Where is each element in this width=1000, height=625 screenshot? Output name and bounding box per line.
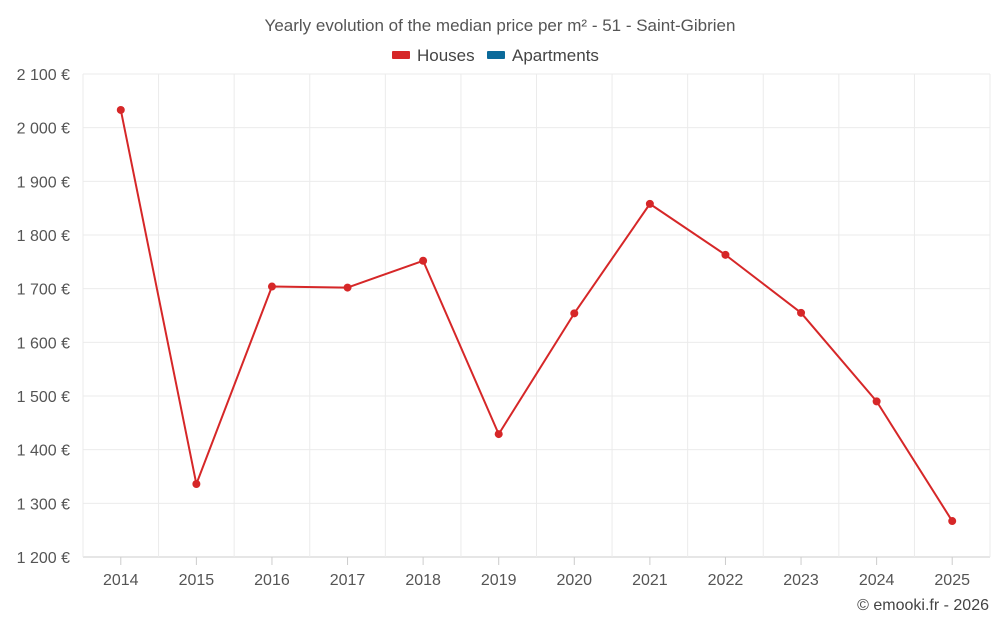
x-tick-label: 2024 [859, 572, 895, 589]
legend-item-houses[interactable]: Houses [392, 46, 475, 65]
data-point-houses[interactable] [872, 397, 881, 406]
y-tick-label: 1 800 € [17, 228, 70, 245]
x-tick-label: 2021 [632, 572, 668, 589]
x-tick-label: 2015 [179, 572, 215, 589]
data-point-houses[interactable] [116, 105, 125, 114]
y-tick-label: 1 300 € [17, 496, 70, 513]
y-tick-label: 1 200 € [17, 550, 70, 567]
legend-label-apartments: Apartments [512, 46, 599, 65]
data-point-houses[interactable] [797, 308, 806, 317]
series-line-houses [119, 108, 954, 523]
data-point-houses[interactable] [570, 309, 579, 318]
data-point-houses[interactable] [343, 283, 352, 292]
y-tick-label: 1 900 € [17, 174, 70, 191]
grid [82, 73, 991, 558]
x-tick-label: 2019 [481, 572, 517, 589]
data-point-houses[interactable] [494, 430, 503, 439]
legend-swatch-apartments [487, 51, 505, 59]
legend[interactable]: Houses Apartments [392, 46, 599, 65]
chart-title: Yearly evolution of the median price per… [265, 16, 736, 35]
data-point-houses[interactable] [267, 282, 276, 291]
data-point-houses[interactable] [192, 480, 201, 489]
y-tick-label: 1 700 € [17, 282, 70, 299]
y-tick-label: 1 600 € [17, 335, 70, 352]
x-tick-label: 2014 [103, 572, 139, 589]
data-point-houses[interactable] [948, 517, 957, 526]
x-tick-label: 2023 [783, 572, 819, 589]
x-tick-label: 2020 [556, 572, 592, 589]
y-tick-label: 1 500 € [17, 389, 70, 406]
x-axis: 2014 2015 2016 2017 2018 2019 2020 2021 2022 2023… [103, 557, 970, 589]
series-layer [116, 105, 957, 526]
data-point-houses[interactable] [419, 256, 428, 265]
y-tick-label: 1 400 € [17, 443, 70, 460]
legend-swatch-houses [392, 51, 410, 59]
x-tick-label: 2025 [934, 572, 970, 589]
credit-text: © emooki.fr - 2026 [857, 597, 989, 614]
legend-label-houses: Houses [417, 46, 475, 65]
legend-item-apartments[interactable]: Apartments [487, 46, 599, 65]
x-tick-label: 2017 [330, 572, 366, 589]
data-point-houses[interactable] [645, 199, 654, 208]
x-tick-label: 2022 [708, 572, 744, 589]
y-tick-label: 2 100 € [17, 67, 70, 84]
data-point-houses[interactable] [721, 250, 730, 259]
x-tick-label: 2018 [405, 572, 441, 589]
y-tick-label: 2 000 € [17, 121, 70, 138]
x-tick-label: 2016 [254, 572, 290, 589]
y-axis: 1 200 € 1 300 € 1 400 € 1 500 € 1 600 € 1 700… [17, 67, 70, 567]
